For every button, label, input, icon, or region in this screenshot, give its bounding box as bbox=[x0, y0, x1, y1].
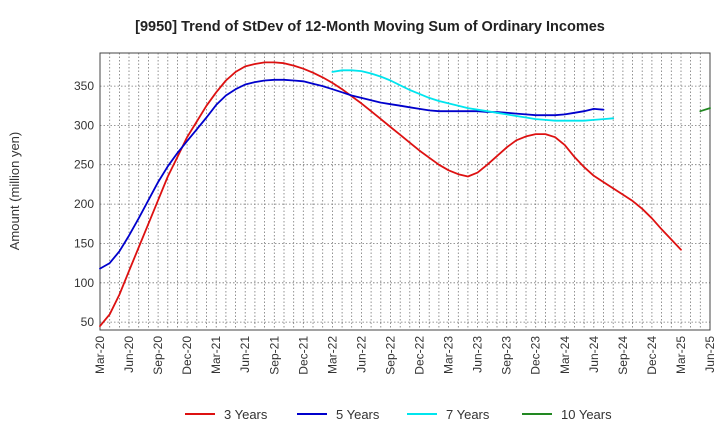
y-tick-label: 350 bbox=[74, 79, 94, 93]
plot-area-frame bbox=[99, 52, 711, 331]
legend: 3 Years 5 Years 7 Years 10 Years bbox=[185, 407, 612, 422]
x-tick-label: Jun-22 bbox=[354, 336, 368, 373]
x-tick-label: Dec-22 bbox=[413, 336, 427, 375]
y-tick-label: 250 bbox=[74, 158, 94, 172]
x-tick-label: Sep-24 bbox=[616, 336, 630, 375]
x-tick-label: Dec-24 bbox=[645, 336, 659, 375]
x-tick-label: Dec-23 bbox=[529, 336, 543, 375]
series-line-5-years bbox=[99, 78, 605, 270]
x-tick-labels: Mar-20 Jun-20 Sep-20 Dec-20 Mar-21 Jun-21 Sep-… bbox=[93, 336, 717, 375]
x-tick-label: Mar-25 bbox=[674, 336, 688, 374]
x-tick-label: Mar-20 bbox=[93, 336, 107, 374]
legend-label: 10 Years bbox=[561, 407, 612, 422]
series-line-10-years bbox=[699, 107, 711, 113]
legend-label: 5 Years bbox=[336, 407, 380, 422]
legend-label: 7 Years bbox=[446, 407, 490, 422]
x-tick-label: Mar-21 bbox=[209, 336, 223, 374]
x-tick-label: Dec-20 bbox=[180, 336, 194, 375]
x-tick-label: Jun-21 bbox=[238, 336, 252, 373]
chart-title: [9950] Trend of StDev of 12-Month Moving… bbox=[135, 19, 605, 35]
x-tick-label: Mar-23 bbox=[442, 336, 456, 374]
y-axis-label: Amount (million yen) bbox=[7, 132, 22, 251]
x-tick-label: Mar-24 bbox=[558, 336, 572, 374]
x-tick-label: Jun-23 bbox=[471, 336, 485, 373]
y-tick-label: 300 bbox=[74, 118, 94, 132]
series-lines bbox=[99, 61, 711, 328]
legend-label: 3 Years bbox=[224, 407, 268, 422]
y-tick-label: 150 bbox=[74, 236, 94, 250]
x-tick-label: Mar-22 bbox=[325, 336, 339, 374]
grid-lines bbox=[100, 53, 710, 330]
y-tick-labels: 50 100 150 200 250 300 350 bbox=[74, 79, 94, 329]
x-tick-label: Dec-21 bbox=[296, 336, 310, 375]
series-line-3-years bbox=[99, 61, 682, 328]
x-tick-label: Sep-21 bbox=[267, 336, 281, 375]
x-tick-label: Jun-20 bbox=[122, 336, 136, 373]
x-tick-label: Sep-20 bbox=[151, 336, 165, 375]
y-tick-label: 200 bbox=[74, 197, 94, 211]
x-tick-label: Jun-24 bbox=[587, 336, 601, 373]
x-tick-label: Sep-23 bbox=[500, 336, 514, 375]
series-line-7-years bbox=[331, 69, 615, 122]
x-tick-label: Sep-22 bbox=[384, 336, 398, 375]
x-tick-label: Jun-25 bbox=[703, 336, 717, 373]
y-tick-label: 50 bbox=[81, 315, 95, 329]
y-tick-label: 100 bbox=[74, 276, 94, 290]
